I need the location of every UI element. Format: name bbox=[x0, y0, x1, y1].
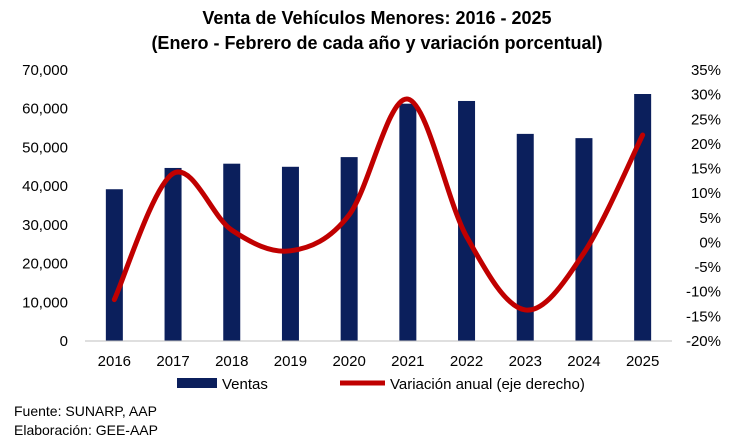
x-tick-label: 2025 bbox=[626, 353, 659, 370]
bar-2018 bbox=[223, 163, 241, 341]
bar-2017 bbox=[164, 167, 182, 341]
left-axis: 0 10,000 20,000 30,000 40,000 50,000 60,000 70,… bbox=[22, 62, 68, 350]
legend-label-ventas: Ventas bbox=[222, 376, 268, 393]
y-right-tick-label: 25% bbox=[691, 111, 721, 128]
bar-2016 bbox=[105, 189, 123, 341]
legend-label-variacion: Variación anual (eje derecho) bbox=[390, 376, 585, 393]
elaboration-note: Elaboración: GEE-AAP bbox=[14, 422, 158, 438]
bar-2021 bbox=[399, 103, 417, 341]
y-right-tick-label: 20% bbox=[691, 136, 721, 153]
bar-2024 bbox=[575, 138, 593, 341]
chart-title: Venta de Vehículos Menores: 2016 - 2025 bbox=[202, 8, 551, 28]
bar-2023 bbox=[516, 133, 534, 341]
y-right-tick-label: 30% bbox=[691, 87, 721, 104]
y-right-tick-label: 10% bbox=[691, 185, 721, 202]
x-tick-label: 2024 bbox=[567, 353, 600, 370]
y-right-tick-label: -10% bbox=[686, 284, 721, 301]
y-right-tick-label: 5% bbox=[699, 210, 721, 227]
bar-2020 bbox=[340, 157, 358, 341]
x-tick-label: 2022 bbox=[450, 353, 483, 370]
line-series bbox=[111, 96, 646, 313]
bar-2025 bbox=[634, 94, 652, 341]
y-left-tick-label: 50,000 bbox=[22, 139, 68, 156]
legend-swatch-ventas bbox=[177, 378, 217, 388]
x-tick-label: 2020 bbox=[332, 353, 365, 370]
x-tick-label: 2019 bbox=[274, 353, 307, 370]
y-right-tick-label: 15% bbox=[691, 161, 721, 178]
y-left-tick-label: 60,000 bbox=[22, 101, 68, 118]
x-tick-label: 2018 bbox=[215, 353, 248, 370]
y-left-tick-label: 40,000 bbox=[22, 178, 68, 195]
bar-series bbox=[105, 94, 652, 341]
x-tick-label: 2021 bbox=[391, 353, 424, 370]
legend: Ventas Variación anual (eje derecho) bbox=[177, 376, 585, 393]
y-right-tick-label: 35% bbox=[691, 62, 721, 79]
variation-line bbox=[111, 96, 646, 313]
bar-2019 bbox=[281, 166, 299, 341]
x-tick-label: 2016 bbox=[98, 353, 131, 370]
source-note: Fuente: SUNARP, AAP bbox=[14, 403, 157, 419]
right-axis: -20% -15% -10% -5% 0% 5% 10% 15% 20% 25% 30% 35% bbox=[686, 62, 721, 350]
y-right-tick-label: -20% bbox=[686, 333, 721, 350]
bar-2022 bbox=[458, 100, 476, 341]
y-right-tick-label: -15% bbox=[686, 308, 721, 325]
chart-subtitle: (Enero - Febrero de cada año y variación… bbox=[151, 33, 602, 53]
y-right-tick-label: -5% bbox=[694, 259, 721, 276]
y-left-tick-label: 30,000 bbox=[22, 217, 68, 234]
y-left-tick-label: 0 bbox=[60, 333, 68, 350]
x-tick-label: 2023 bbox=[509, 353, 542, 370]
y-right-tick-label: 0% bbox=[699, 234, 721, 251]
x-axis: 2016 2017 2018 2019 2020 2021 2022 2023 2024 2025 bbox=[85, 340, 672, 370]
y-left-tick-label: 20,000 bbox=[22, 256, 68, 273]
y-left-tick-label: 70,000 bbox=[22, 62, 68, 79]
y-left-tick-label: 10,000 bbox=[22, 294, 68, 311]
x-tick-label: 2017 bbox=[156, 353, 189, 370]
